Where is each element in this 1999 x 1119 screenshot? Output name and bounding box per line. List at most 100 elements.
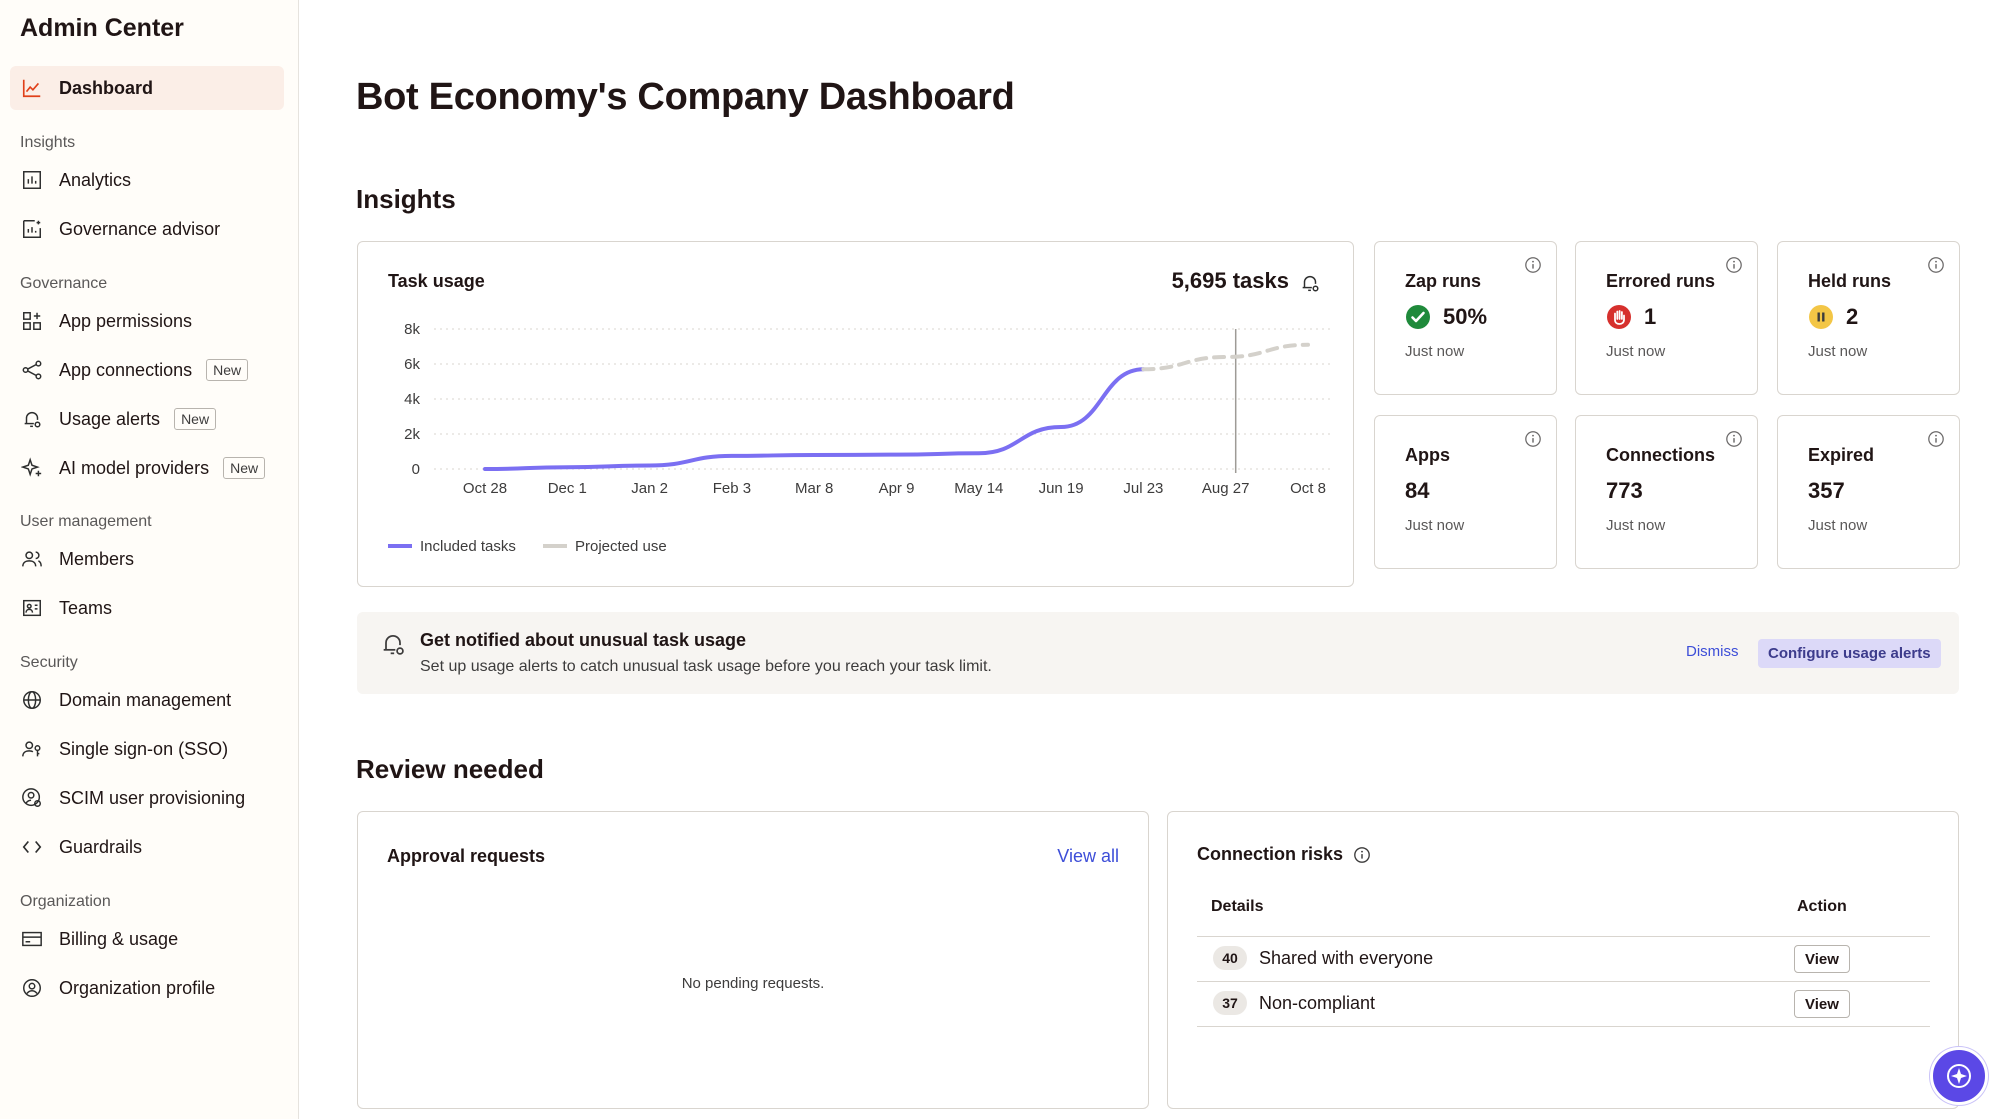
x-tick-label: Jul 23	[1123, 480, 1163, 497]
view-all-link[interactable]: View all	[1057, 846, 1119, 866]
new-badge: New	[223, 457, 266, 479]
info-icon[interactable]	[1353, 846, 1371, 864]
bell-gear-icon[interactable]	[1299, 272, 1321, 294]
page-title: Bot Economy's Company Dashboard	[356, 76, 1015, 118]
stat-label: Apps	[1405, 445, 1450, 465]
chart-sparkle-icon	[20, 217, 44, 241]
sidebar-item-org-profile[interactable]: Organization profile	[20, 970, 215, 1006]
configure-usage-alerts-button[interactable]: Configure usage alerts	[1758, 639, 1941, 668]
view-button[interactable]: View	[1794, 990, 1850, 1018]
user-gear-icon	[20, 786, 44, 810]
sidebar-item-label: Single sign-on (SSO)	[59, 738, 229, 759]
bar-chart-icon	[20, 168, 44, 192]
count-badge: 40	[1213, 946, 1247, 970]
stat-time: Just now	[1808, 517, 1868, 534]
sparkle-icon	[20, 456, 44, 480]
line-chart-icon	[20, 76, 44, 100]
table-row: 40 Shared with everyone View	[1197, 937, 1930, 981]
sidebar-item-sso[interactable]: Single sign-on (SSO)	[20, 731, 228, 767]
x-tick-label: Jun 19	[1039, 480, 1084, 497]
stat-time: Just now	[1606, 343, 1666, 360]
nav-section-organization: Organization	[20, 893, 111, 910]
stat-value: 2	[1846, 304, 1859, 329]
info-icon[interactable]	[1927, 256, 1945, 274]
empty-state-text: No pending requests.	[681, 975, 825, 992]
dismiss-button[interactable]: Dismiss	[1678, 637, 1747, 666]
task-usage-card: Task usage 5,695 tasks 8k 6k 4k 2k 0 Oct 28 De…	[357, 241, 1354, 587]
stat-value: 357	[1808, 478, 1845, 503]
connection-risks-card: Connection risks Details Action 40 Share…	[1167, 811, 1959, 1109]
sidebar-item-guardrails[interactable]: Guardrails	[20, 829, 142, 865]
y-tick-label: 0	[412, 461, 420, 478]
info-icon[interactable]	[1927, 430, 1945, 448]
stat-value-row: 2	[1808, 304, 1858, 330]
stat-label: Expired	[1808, 445, 1875, 465]
risk-detail: Non-compliant	[1259, 993, 1376, 1013]
sidebar-item-label: Billing & usage	[59, 928, 179, 949]
task-usage-title: Task usage	[388, 271, 485, 291]
stat-card-connections[interactable]: Connections 773 Just now	[1575, 415, 1758, 569]
pause-circle-icon	[1809, 305, 1833, 329]
sidebar-item-scim[interactable]: SCIM user provisioning	[20, 780, 245, 816]
bell-gear-icon	[20, 407, 44, 431]
sidebar-item-label: AI model providers	[59, 457, 210, 478]
sidebar-item-governance-advisor[interactable]: Governance advisor	[20, 211, 220, 247]
stat-card-held-runs[interactable]: Held runs 2 Just now	[1777, 241, 1960, 395]
banner-text: Set up usage alerts to catch unusual tas…	[420, 658, 992, 675]
stat-label: Held runs	[1808, 271, 1892, 291]
sidebar-item-label: Guardrails	[59, 836, 143, 857]
sidebar-item-dashboard[interactable]: Dashboard	[20, 70, 153, 106]
connection-risks-header: Connection risks	[1197, 844, 1371, 865]
stat-value: 84	[1405, 478, 1430, 503]
risk-detail: Shared with everyone	[1259, 948, 1434, 968]
sidebar-item-members[interactable]: Members	[20, 541, 134, 577]
table-divider	[1197, 981, 1930, 982]
credit-card-icon	[20, 927, 44, 951]
stat-card-errored-runs[interactable]: Errored runs 1 Just now	[1575, 241, 1758, 395]
sidebar-item-ai-model-providers[interactable]: AI model providers New	[20, 450, 266, 486]
x-tick-label: Mar 8	[795, 480, 833, 497]
sidebar-item-label: App connections	[59, 359, 193, 380]
sidebar: Admin Center Dashboard Insights Analytic…	[0, 0, 299, 1119]
usage-alert-banner: Get notified about unusual task usage Se…	[357, 612, 1959, 694]
info-icon[interactable]	[1725, 256, 1743, 274]
stat-value-row: 1	[1606, 304, 1656, 330]
projected-use-line	[1141, 342, 1310, 372]
info-icon[interactable]	[1725, 430, 1743, 448]
user-circle-icon	[20, 976, 44, 1000]
sidebar-item-billing[interactable]: Billing & usage	[20, 921, 178, 957]
stat-card-zap-runs[interactable]: Zap runs 50% Just now	[1374, 241, 1557, 395]
y-tick-label: 2k	[404, 426, 420, 443]
stat-card-apps[interactable]: Apps 84 Just now	[1374, 415, 1557, 569]
x-tick-label: Apr 9	[879, 480, 915, 497]
sidebar-item-analytics[interactable]: Analytics	[20, 162, 131, 198]
stat-card-expired[interactable]: Expired 357 Just now	[1777, 415, 1960, 569]
globe-icon	[20, 688, 44, 712]
stat-value-row: 50%	[1405, 304, 1487, 330]
column-header-details: Details	[1211, 898, 1264, 915]
stat-time: Just now	[1606, 517, 1666, 534]
sidebar-item-app-connections[interactable]: App connections New	[20, 352, 249, 388]
sidebar-item-domain-management[interactable]: Domain management	[20, 682, 231, 718]
approval-requests-title: Approval requests	[387, 846, 546, 866]
assistant-button[interactable]	[1930, 1047, 1988, 1105]
apps-grid-icon	[20, 309, 44, 333]
stat-time: Just now	[1405, 517, 1465, 534]
sidebar-item-teams[interactable]: Teams	[20, 590, 112, 626]
sidebar-item-usage-alerts[interactable]: Usage alerts New	[20, 401, 217, 437]
info-icon[interactable]	[1524, 256, 1542, 274]
stat-time: Just now	[1808, 343, 1868, 360]
table-row: 37 Non-compliant View	[1197, 982, 1930, 1026]
user-key-icon	[20, 737, 44, 761]
info-icon[interactable]	[1524, 430, 1542, 448]
x-tick-label: May 14	[954, 480, 1003, 497]
sidebar-item-label: Members	[59, 548, 135, 569]
sidebar-item-label: Usage alerts	[59, 408, 161, 429]
sidebar-item-label: SCIM user provisioning	[59, 787, 246, 808]
stat-value: 773	[1606, 478, 1643, 503]
sidebar-item-label: Analytics	[59, 169, 132, 190]
banner-title: Get notified about unusual task usage	[420, 630, 747, 650]
view-button[interactable]: View	[1794, 945, 1850, 973]
sidebar-item-label: Organization profile	[59, 977, 216, 998]
sidebar-item-app-permissions[interactable]: App permissions	[20, 303, 192, 339]
